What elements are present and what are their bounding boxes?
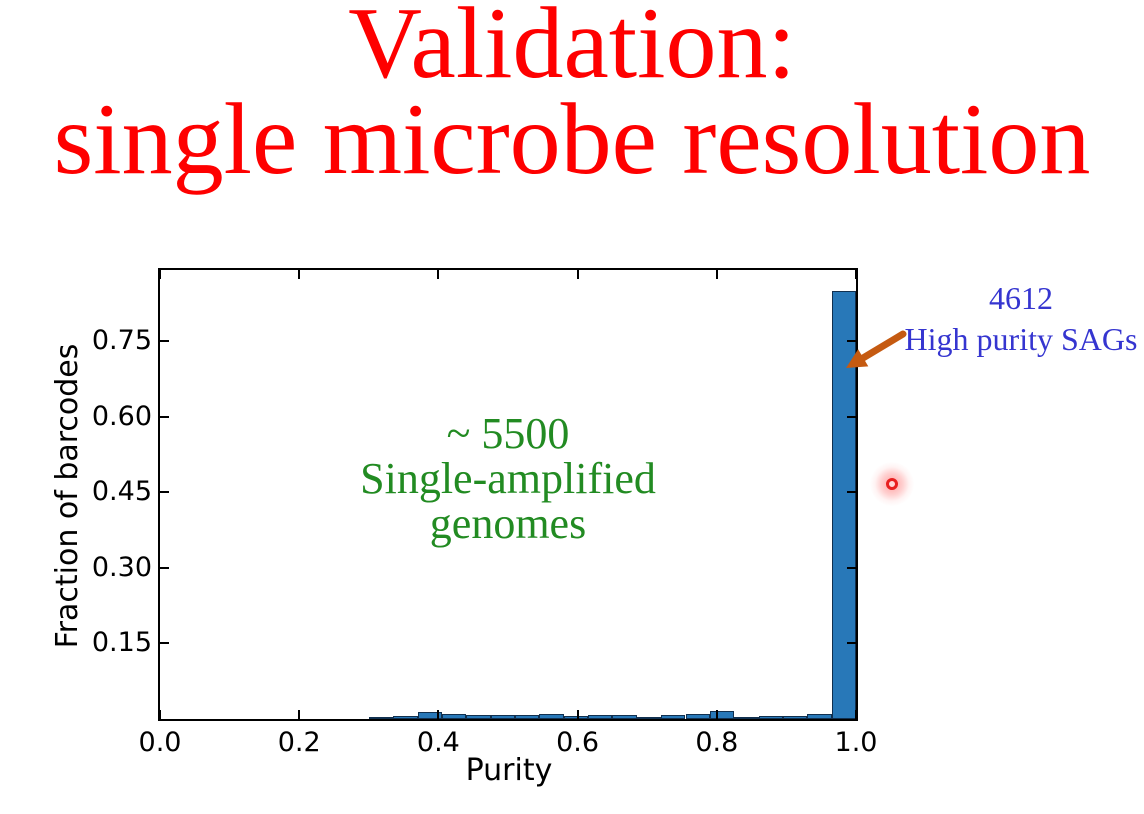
histogram-bar: [758, 715, 783, 719]
histogram-bar: [368, 717, 394, 719]
x-tick: [576, 710, 579, 719]
y-tick: [160, 491, 169, 494]
y-tick-label: 0.30: [91, 551, 152, 583]
histogram-bar: [612, 715, 637, 719]
histogram-bar: [417, 712, 442, 719]
x-tick: [159, 710, 161, 719]
y-tick-label: 0.45: [91, 476, 152, 508]
histogram-bar: [807, 714, 832, 719]
plot-area: [158, 268, 858, 721]
x-tick: [715, 710, 718, 719]
x-tick: [855, 710, 857, 719]
slide-title-line2: single microbe resolution: [53, 83, 1091, 196]
y-tick: [847, 642, 856, 645]
plot-inner: [159, 270, 857, 719]
x-tick-label: 0.8: [695, 727, 739, 758]
slide-title-line1: Validation:: [348, 0, 796, 100]
y-tick: [847, 415, 856, 418]
y-tick: [160, 566, 169, 569]
histogram-bar: [466, 715, 491, 719]
y-tick: [160, 415, 169, 418]
histogram-bar: [636, 716, 662, 719]
x-tick-label: 0.2: [277, 727, 321, 758]
x-tick: [715, 270, 718, 279]
laser-pointer-dot: [870, 462, 914, 506]
y-tick-label: 0.75: [91, 325, 152, 357]
histogram-bar: [588, 715, 613, 719]
high-purity-annotation: 4612 High purity SAGs: [898, 278, 1144, 360]
x-tick: [437, 270, 440, 279]
y-tick: [847, 491, 856, 494]
y-tick: [847, 340, 856, 343]
histogram-bar: [515, 715, 540, 719]
high-purity-count: 4612: [989, 280, 1053, 316]
x-axis-label: Purity: [465, 753, 553, 788]
x-tick: [298, 710, 301, 719]
x-tick: [298, 270, 301, 279]
sag-count-annotation: ~ 5500 Single-amplified genomes: [288, 411, 728, 546]
histogram-bar: [661, 715, 686, 719]
x-tick: [159, 270, 161, 279]
arrow-icon: [846, 330, 907, 368]
x-tick-label: 0.4: [416, 727, 460, 758]
y-axis-label: Fraction of barcodes: [50, 343, 85, 649]
histogram-bar: [539, 713, 564, 719]
histogram-bar: [782, 715, 808, 719]
histogram-bar: [393, 715, 418, 719]
sag-count-value: ~ 5500: [446, 409, 570, 458]
y-tick: [847, 566, 856, 569]
x-tick-label: 0.6: [556, 727, 600, 758]
y-tick-label: 0.60: [91, 400, 152, 432]
x-tick: [576, 270, 579, 279]
x-tick-label: 1.0: [834, 727, 878, 758]
laser-pointer-ring: [886, 478, 898, 490]
histogram-bar: [563, 716, 589, 719]
histogram-bar: [709, 710, 735, 719]
histogram-bar: [441, 714, 467, 719]
high-purity-label: High purity SAGs: [904, 321, 1138, 357]
x-tick: [437, 710, 440, 719]
histogram-bar: [490, 715, 515, 719]
histogram-bar: [734, 717, 759, 719]
y-tick-label: 0.15: [91, 627, 152, 659]
sag-count-label: Single-amplified genomes: [360, 454, 656, 548]
y-tick: [160, 340, 169, 343]
histogram-bar: [685, 713, 710, 719]
slide-title: Validation: single microbe resolution: [0, 0, 1144, 196]
x-tick-label: 0.0: [138, 727, 182, 758]
x-tick: [855, 270, 857, 279]
y-tick: [160, 642, 169, 645]
